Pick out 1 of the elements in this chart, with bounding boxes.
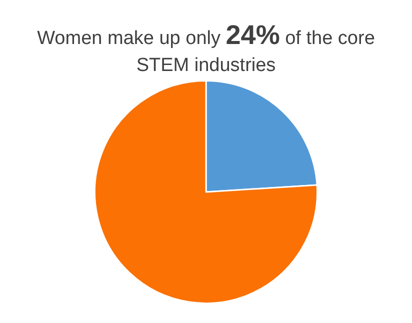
chart-title: Women make up only 24% of the core STEM industries: [36, 20, 376, 78]
